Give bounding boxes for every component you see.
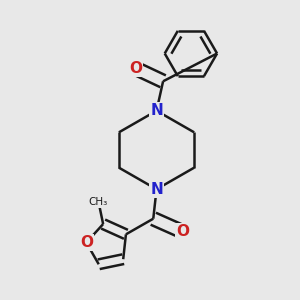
Text: O: O (80, 235, 93, 250)
Text: CH₃: CH₃ (89, 196, 108, 207)
Text: N: N (150, 103, 163, 118)
Text: N: N (150, 182, 163, 197)
Text: O: O (176, 224, 189, 239)
Text: O: O (129, 61, 142, 76)
